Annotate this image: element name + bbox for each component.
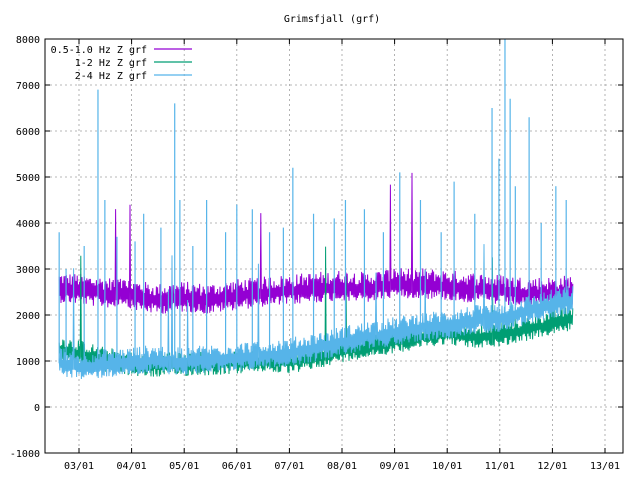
y-tick-label: 7000 xyxy=(16,81,40,92)
x-tick-label: 07/01 xyxy=(274,461,304,472)
legend-label: 0.5-1.0 Hz Z grf xyxy=(51,45,147,56)
x-tick-label: 10/01 xyxy=(432,461,462,472)
x-tick-label: 09/01 xyxy=(380,461,410,472)
y-tick-label: 5000 xyxy=(16,173,40,184)
x-tick-label: 03/01 xyxy=(64,461,94,472)
series-layer xyxy=(58,39,574,380)
legend-label: 1-2 Hz Z grf xyxy=(75,58,147,69)
series-line-1 xyxy=(58,172,574,314)
y-tick-label: 8000 xyxy=(16,35,40,46)
y-tick-label: 1000 xyxy=(16,357,40,368)
x-tick-label: 11/01 xyxy=(485,461,515,472)
y-tick-label: -1000 xyxy=(10,449,40,460)
legend-label: 2-4 Hz Z grf xyxy=(75,71,147,82)
x-tick-label: 08/01 xyxy=(327,461,357,472)
axis-ticks: -1000 0 1000 2000 3000 4000 5000 6000 7000 8000 03… xyxy=(10,35,623,472)
y-tick-label: 0 xyxy=(34,403,40,414)
y-tick-label: 6000 xyxy=(16,127,40,138)
chart-title: Grimsfjall (grf) xyxy=(284,14,380,25)
x-tick-label: 05/01 xyxy=(169,461,199,472)
x-tick-label: 04/01 xyxy=(117,461,147,472)
x-tick-label: 12/01 xyxy=(537,461,567,472)
y-tick-label: 4000 xyxy=(16,219,40,230)
y-tick-label: 3000 xyxy=(16,265,40,276)
x-tick-label: 06/01 xyxy=(222,461,252,472)
plot-frame xyxy=(44,38,624,454)
y-tick-label: 2000 xyxy=(16,311,40,322)
x-tick-label: 13/01 xyxy=(590,461,620,472)
grid xyxy=(45,39,623,453)
legend: 0.5-1.0 Hz Z grf 1-2 Hz Z grf 2-4 Hz Z grf xyxy=(51,45,192,82)
series-line-3 xyxy=(58,244,574,380)
